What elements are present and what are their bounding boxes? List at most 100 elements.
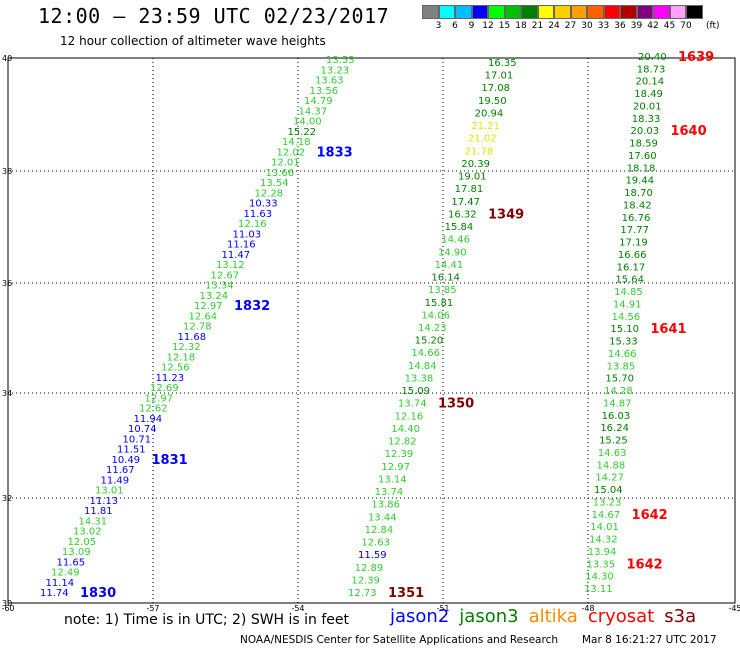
wave-height-value: 14.66: [411, 348, 440, 359]
wave-height-value: 12.78: [183, 322, 212, 333]
legend-swatch: [488, 5, 505, 19]
wave-height-value: 13.85: [428, 285, 457, 296]
wave-height-value: 17.81: [455, 184, 484, 195]
wave-height-value: 12.73: [348, 588, 377, 599]
lat-label: 40: [2, 54, 12, 63]
wave-height-value: 13.01: [95, 486, 124, 497]
legend-swatch: [504, 5, 521, 19]
wave-height-value: 14.79: [304, 96, 333, 107]
legend-tick-label: 9: [468, 21, 475, 31]
wave-height-value: 18.59: [629, 139, 658, 150]
wave-height-value: 11.74: [40, 588, 69, 599]
wave-height-value: 16.66: [618, 250, 647, 261]
wave-height-value: 17.77: [620, 225, 649, 236]
wave-height-value: 11.47: [222, 250, 251, 261]
time-label: 1639: [678, 50, 714, 65]
lat-label: 32: [2, 494, 12, 503]
legend-swatch: [471, 5, 488, 19]
legend-tick-label: 30: [581, 21, 593, 31]
legend-swatch: [587, 5, 604, 19]
wave-height-value: 20.40: [638, 52, 667, 63]
lon-label: -51: [436, 604, 449, 613]
wave-height-value: 17.01: [485, 71, 514, 82]
wave-height-value: 14.87: [603, 398, 632, 409]
satellite-altika: altika: [528, 606, 578, 627]
wave-height-value: 13.11: [584, 584, 613, 595]
time-label: 1833: [317, 145, 353, 160]
time-label: 1642: [627, 557, 663, 572]
footer-timestamp: Mar 8 16:21:27 UTC 2017: [582, 634, 717, 646]
wave-height-value: 12.49: [51, 568, 80, 579]
wave-height-value: 12.32: [172, 342, 201, 353]
track-b: 12.7312.3912.8911.5912.6312.8413.4413.86…: [348, 58, 524, 601]
wave-height-value: 18.18: [627, 163, 656, 174]
legend-swatch: [570, 5, 587, 19]
wave-height-value: 16.03: [602, 411, 631, 422]
wave-height-value: 14.40: [391, 424, 420, 435]
wave-height-value: 15.20: [415, 336, 444, 347]
wave-height-value: 12.18: [167, 352, 196, 363]
track-a: 11.7411.1412.4911.6513.0912.0513.0214.31…: [40, 55, 355, 601]
legend-tick-label: 24: [548, 21, 560, 31]
legend-unit: (ft): [706, 21, 720, 31]
wave-height-value: 15.81: [425, 298, 454, 309]
time-label: 1832: [234, 299, 270, 314]
wave-height-value: 13.14: [378, 474, 407, 485]
wave-height-value: 18.49: [634, 89, 663, 100]
legend-swatch: [603, 5, 620, 19]
lon-label: -54: [291, 604, 304, 613]
wave-height-value: 14.32: [589, 535, 618, 546]
wave-height-value: 17.47: [451, 197, 480, 208]
legend-swatch: [653, 5, 670, 19]
wave-height-value: 13.44: [368, 512, 397, 523]
wave-height-value: 11.68: [178, 332, 207, 343]
wave-height-value: 12.02: [277, 147, 306, 158]
wave-height-value: 13.35: [587, 559, 616, 570]
wave-height-value: 15.33: [609, 337, 638, 348]
wave-height-value: 11.59: [358, 550, 387, 561]
lon-label: -60: [1, 604, 14, 613]
wave-height-value: 17.60: [628, 151, 657, 162]
wave-height-value: 20.94: [475, 108, 504, 119]
time-label: 1641: [650, 322, 686, 337]
time-label: 1349: [488, 207, 524, 222]
wave-height-value: 12.01: [271, 158, 300, 169]
wave-height-value: 12.39: [385, 449, 414, 460]
wave-height-value: 14.23: [418, 323, 447, 334]
wave-height-value: 13.23: [321, 65, 350, 76]
wave-height-value: 11.23: [156, 373, 185, 384]
satellite-jason2: jason2: [390, 606, 450, 627]
wave-height-value: 20.03: [630, 126, 659, 137]
time-label: 1640: [670, 124, 706, 139]
legend-swatch: [438, 5, 455, 19]
wave-height-value: 11.51: [117, 445, 146, 456]
wave-height-value: 11.65: [57, 557, 86, 568]
wave-height-value: 18.70: [624, 188, 653, 199]
satellite-s3a: s3a: [664, 606, 697, 627]
wave-height-value: 12.67: [211, 270, 240, 281]
wave-height-value: 12.39: [351, 575, 380, 586]
wave-height-value: 15.25: [599, 436, 628, 447]
wave-height-value: 14.28: [604, 386, 633, 397]
wave-height-value: 12.64: [189, 311, 218, 322]
wave-height-value: 10.74: [128, 424, 157, 435]
wave-height-value: 13.85: [607, 361, 636, 372]
legend-tick-label: 15: [498, 21, 511, 31]
wave-height-value: 13.53: [326, 55, 355, 66]
wave-height-value: 12.97: [194, 301, 223, 312]
wave-height-value: 11.16: [227, 240, 256, 251]
wave-height-value: 11.03: [233, 229, 262, 240]
wave-height-value: 14.46: [441, 235, 470, 246]
footer-credit: NOAA/NESDIS Center for Satellite Applica…: [240, 634, 558, 646]
wave-height-value: 14.27: [595, 473, 624, 484]
satellite-cryosat: cryosat: [587, 606, 655, 627]
wave-height-value: 13.09: [62, 547, 91, 558]
time-label: 1830: [80, 586, 116, 601]
wave-height-value: 19.44: [625, 176, 654, 187]
wave-height-value: 15.84: [445, 222, 474, 233]
wave-height-value: 15.64: [615, 275, 644, 286]
legend-ticks: (ft) 3 6 9 12 15 18 21 24 27 30 33 36 39 42 45 70: [422, 19, 720, 33]
legend-tick-label: 33: [597, 21, 610, 31]
wave-height-value: 14.37: [299, 106, 328, 117]
time-label: 1350: [438, 397, 474, 412]
